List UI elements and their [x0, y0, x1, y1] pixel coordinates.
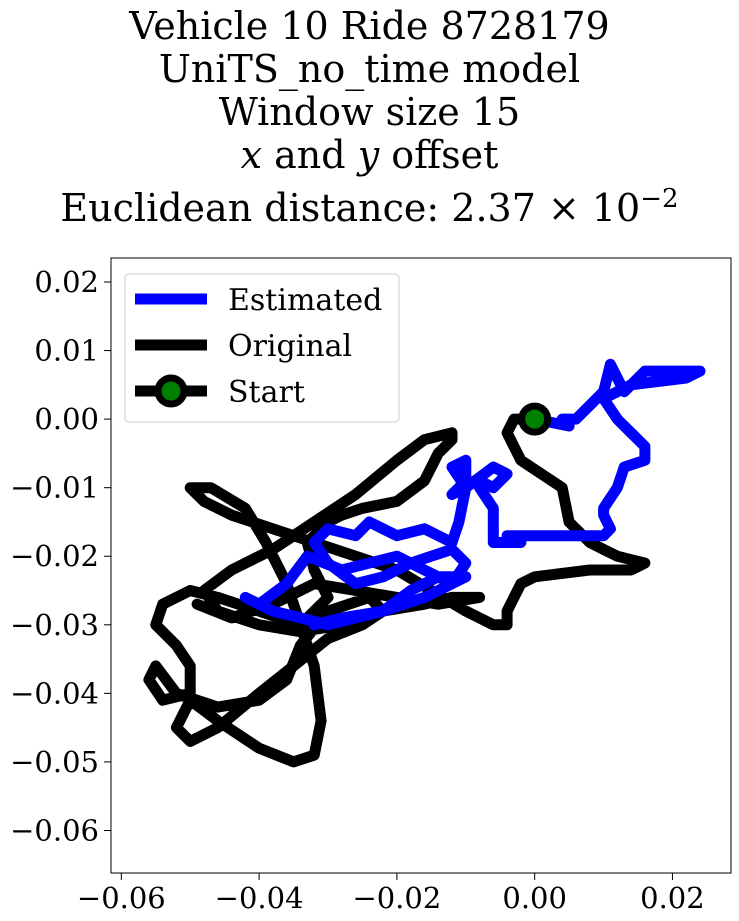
- y-tick-label: −0.06: [10, 813, 99, 847]
- title-x-symbol: x: [240, 133, 263, 177]
- start-point-marker: [518, 402, 552, 436]
- title-line-1: Vehicle 10 Ride 8728179: [129, 4, 610, 48]
- series-line-estimated: [239, 358, 706, 631]
- title-distance-exponent: −2: [640, 184, 679, 214]
- title-line-4: x and y offset: [0, 134, 739, 176]
- y-tick-label: −0.04: [10, 676, 99, 710]
- legend-box: [124, 273, 400, 423]
- title-distance-text: Euclidean distance: 2.37 × 10: [60, 186, 641, 230]
- y-tick-label: 0.00: [34, 402, 99, 436]
- legend-start-label: Start: [228, 375, 305, 410]
- y-tick-label: 0.01: [34, 334, 99, 368]
- title-offset-word: offset: [379, 133, 499, 177]
- legend: Estimated Original Start: [124, 273, 400, 423]
- y-tick-label: 0.02: [34, 265, 99, 299]
- x-tick-label: −0.06: [77, 881, 166, 915]
- y-tick-label: −0.05: [10, 745, 99, 779]
- series-line-original: [143, 413, 651, 768]
- legend-start-marker: [154, 374, 188, 408]
- plot-frame: [110, 257, 732, 874]
- title-and-word: and: [262, 133, 358, 177]
- legend-estimated-label: Estimated: [228, 283, 382, 318]
- title-line-5: Euclidean distance: 2.37 × 10−2: [0, 178, 739, 229]
- title-y-symbol: y: [357, 133, 380, 177]
- title-line-2: UniTS_no_time model: [158, 47, 581, 91]
- series-layer: [143, 358, 706, 768]
- tick-layer: −0.06 −0.04 −0.02 0.00 0.02 0.02 0.01 0.00 −0.01…: [10, 265, 705, 915]
- x-tick-label: 0.00: [502, 881, 567, 915]
- x-tick-label: 0.02: [640, 881, 705, 915]
- x-tick-label: −0.02: [352, 881, 441, 915]
- y-tick-label: −0.01: [10, 471, 99, 505]
- y-tick-label: −0.02: [10, 539, 99, 573]
- legend-original-label: Original: [228, 329, 352, 364]
- title-line-3: Window size 15: [218, 90, 521, 134]
- x-tick-label: −0.04: [215, 881, 304, 915]
- y-tick-label: −0.03: [10, 608, 99, 642]
